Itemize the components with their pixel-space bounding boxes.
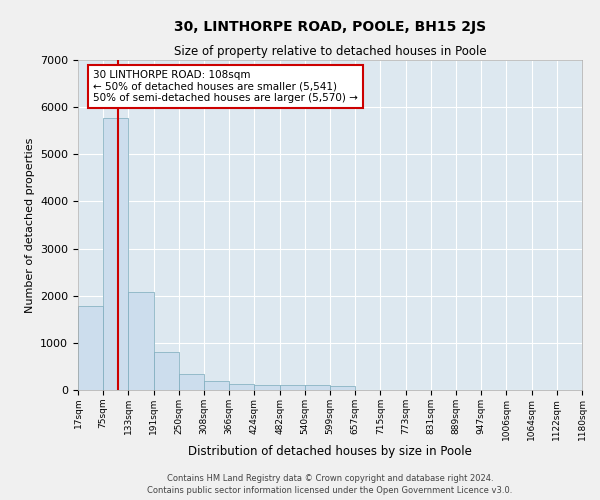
Bar — [305, 386, 330, 390]
Bar — [179, 374, 204, 390]
Bar — [280, 386, 305, 390]
Y-axis label: Number of detached properties: Number of detached properties — [25, 138, 35, 312]
Text: Contains HM Land Registry data © Crown copyright and database right 2024.
Contai: Contains HM Land Registry data © Crown c… — [148, 474, 512, 495]
Bar — [78, 306, 103, 390]
X-axis label: Distribution of detached houses by size in Poole: Distribution of detached houses by size … — [188, 446, 472, 458]
Bar — [128, 292, 154, 390]
Bar — [154, 352, 179, 390]
Text: 30 LINTHORPE ROAD: 108sqm
← 50% of detached houses are smaller (5,541)
50% of se: 30 LINTHORPE ROAD: 108sqm ← 50% of detac… — [93, 70, 358, 103]
Bar — [229, 384, 254, 390]
Text: Size of property relative to detached houses in Poole: Size of property relative to detached ho… — [173, 45, 487, 58]
Bar — [103, 118, 128, 390]
Bar — [330, 386, 355, 390]
Bar — [204, 380, 229, 390]
Bar — [254, 385, 280, 390]
Text: 30, LINTHORPE ROAD, POOLE, BH15 2JS: 30, LINTHORPE ROAD, POOLE, BH15 2JS — [174, 20, 486, 34]
